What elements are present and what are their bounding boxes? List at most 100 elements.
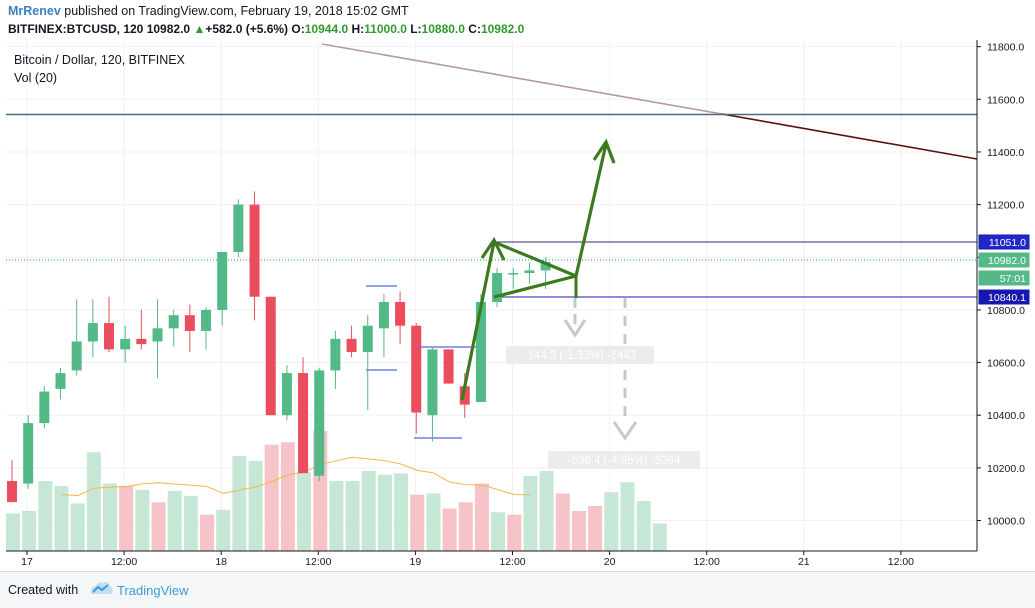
high-label: H:	[351, 22, 365, 36]
y-tick-label: 10200.0	[987, 463, 1025, 475]
price-label-box	[978, 234, 1030, 250]
x-tick-label: 20	[604, 556, 616, 568]
candle	[298, 357, 309, 474]
candle-body	[39, 391, 50, 424]
measure-label-bg	[548, 451, 700, 469]
candle-body	[411, 325, 422, 413]
candle-body	[120, 338, 131, 350]
volume-bar	[345, 481, 360, 551]
volume-bar	[523, 476, 538, 551]
volume-bar	[38, 481, 53, 551]
candle-body	[168, 315, 179, 329]
trendline-upper-extension	[721, 113, 978, 160]
candle	[314, 367, 325, 482]
last-price: 10982.0	[146, 22, 191, 36]
candle	[120, 325, 131, 363]
volume-ma-line	[61, 456, 531, 497]
candle-body	[87, 323, 98, 342]
close-value: 10982.0	[480, 22, 525, 36]
volume-bar	[555, 493, 570, 551]
candle	[217, 251, 228, 326]
candle-body	[330, 338, 341, 371]
candle	[524, 262, 535, 284]
close-label: C:	[468, 22, 481, 36]
low-label: L:	[410, 22, 422, 36]
candle-body	[475, 302, 486, 403]
candle-body	[346, 338, 357, 353]
price-label-box	[978, 270, 1030, 286]
trendline-upper	[321, 43, 723, 115]
low-value: 10880.0	[421, 22, 465, 36]
volume-bar	[167, 491, 182, 551]
symbol-label: BITFINEX:BTCUSD, 120	[8, 22, 144, 36]
volume-bar	[458, 502, 473, 551]
candle	[443, 349, 454, 384]
volume-bar	[297, 472, 312, 551]
author-name[interactable]: MrRenev	[8, 4, 61, 18]
candle	[249, 191, 260, 321]
candle-body	[443, 349, 454, 384]
candle-body	[136, 338, 147, 345]
publish-line: MrRenev published on TradingView.com, Fe…	[8, 4, 409, 18]
projection-arrowhead-2	[612, 421, 638, 441]
candle-body	[508, 273, 519, 275]
x-tick-label: 18	[215, 556, 227, 568]
volume-bar	[264, 444, 279, 551]
forecast-arrowhead-2	[592, 138, 616, 164]
candle	[23, 415, 34, 489]
candle-body	[201, 309, 212, 331]
y-tick-label: 11400.0	[987, 147, 1024, 159]
chart-legend-volume: Vol (20)	[14, 71, 57, 85]
volume-bar	[6, 513, 20, 551]
volume-bar	[54, 486, 69, 551]
price-chart[interactable]: -144.3 (-1.33%) -1443 -536.4 (-4.95%) -53…	[0, 40, 1035, 571]
candle	[7, 459, 17, 503]
volume-bar	[394, 473, 409, 551]
y-tick-label: 11600.0	[987, 94, 1024, 106]
x-tick-label: 12:00	[305, 556, 331, 568]
footer-brand-link[interactable]: TradingView	[117, 583, 189, 598]
candle	[233, 199, 244, 258]
x-tick-label: 12:00	[499, 556, 525, 568]
candle-body	[314, 370, 325, 476]
candlesticks	[7, 191, 551, 503]
volume-bar	[652, 523, 667, 551]
x-tick-label: 19	[410, 556, 422, 568]
footer-created-text: Created with	[8, 583, 79, 597]
volume-bar	[70, 503, 85, 551]
volume-bar	[329, 481, 344, 551]
volume-bar	[539, 471, 554, 551]
candle	[378, 294, 389, 358]
volume-bar	[183, 496, 198, 551]
candle-body	[152, 328, 163, 342]
candle	[330, 330, 341, 389]
x-tick-label: 12:00	[111, 556, 137, 568]
y-tick-label: 11200.0	[987, 200, 1024, 212]
candle	[281, 365, 292, 421]
candle-body	[265, 296, 276, 416]
candle	[104, 296, 115, 353]
candle	[152, 299, 163, 379]
price-change: +582.0 (+5.6%)	[205, 22, 289, 36]
footer: Created with TradingView	[0, 571, 1035, 608]
volume-bar	[200, 514, 215, 551]
price-label: 10982.0	[988, 255, 1026, 267]
volume-bar	[151, 502, 166, 551]
candle-body	[378, 302, 389, 329]
high-value: 11000.0	[364, 22, 407, 36]
candle	[492, 267, 503, 308]
candle-body	[540, 261, 551, 271]
y-tick-label: 11800.0	[987, 42, 1024, 54]
volume-bar	[377, 474, 392, 551]
volume-bar	[361, 471, 376, 551]
tradingview-logo-icon[interactable]	[88, 579, 114, 597]
forecast-arrowhead-1	[480, 236, 506, 261]
price-label-box	[978, 289, 1030, 305]
candle-body	[249, 204, 260, 297]
measure-labels: -144.3 (-1.33%) -1443 -536.4 (-4.95%) -53…	[506, 346, 700, 469]
candle-body	[184, 315, 195, 331]
price-label: 11051.0	[989, 237, 1026, 249]
candle-body	[281, 373, 292, 416]
candle	[411, 323, 422, 434]
candle	[427, 346, 438, 442]
